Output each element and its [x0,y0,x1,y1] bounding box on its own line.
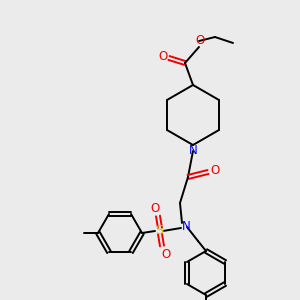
Text: S: S [155,224,163,238]
Text: O: O [210,164,220,178]
Text: O: O [150,202,160,214]
Text: O: O [158,50,168,64]
Text: N: N [182,220,190,232]
Text: N: N [189,143,197,157]
Text: O: O [195,34,205,46]
Text: O: O [161,248,171,260]
